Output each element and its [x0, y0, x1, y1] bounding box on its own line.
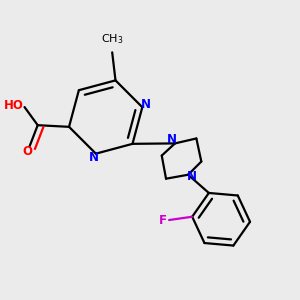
- Text: N: N: [89, 151, 99, 164]
- Text: F: F: [159, 214, 167, 226]
- Text: N: N: [141, 98, 151, 111]
- Text: CH$_3$: CH$_3$: [101, 33, 123, 46]
- Text: HO: HO: [4, 99, 24, 112]
- Text: O: O: [23, 145, 33, 158]
- Text: N: N: [167, 133, 177, 146]
- Text: N: N: [187, 170, 197, 183]
